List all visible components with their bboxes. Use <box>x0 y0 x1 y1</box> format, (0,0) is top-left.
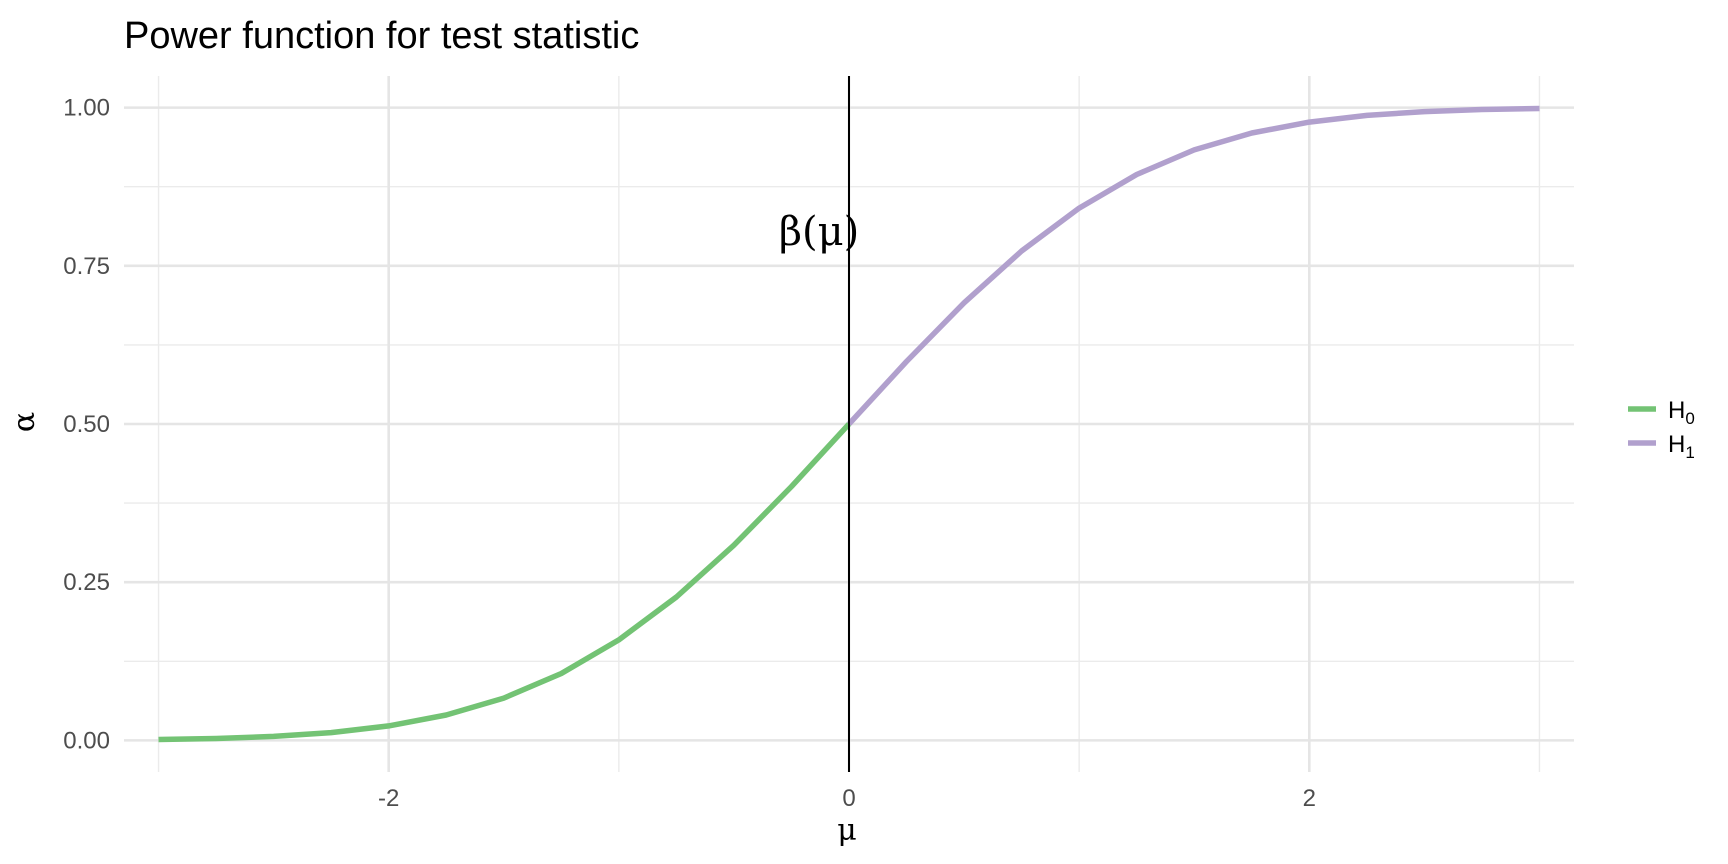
y-tick-label: 0.75 <box>63 253 110 280</box>
y-tick-label: 0.50 <box>63 411 110 438</box>
x-axis-label: μ <box>837 813 857 848</box>
y-tick-label: 0.00 <box>63 727 110 754</box>
series-line-h1 <box>846 105 1540 426</box>
chart-title: Power function for test statistic <box>124 15 639 57</box>
legend-item-h0: H0 <box>1628 397 1695 428</box>
x-tick-label: 0 <box>842 785 855 812</box>
y-axis-label: α <box>7 412 42 432</box>
y-tick-labels: 0.00 0.25 0.50 0.75 1.00 <box>63 95 110 755</box>
x-tick-label: 2 <box>1303 785 1316 812</box>
legend-item-h1: H1 <box>1628 431 1695 462</box>
beta-mu-annotation: β(μ) <box>779 209 859 255</box>
series-line-h0 <box>158 422 852 743</box>
legend-label-h1: H1 <box>1668 431 1695 462</box>
x-tick-labels: -2 0 2 <box>378 785 1316 812</box>
y-tick-label: 1.00 <box>63 95 110 122</box>
series-lines <box>158 105 1540 743</box>
y-tick-label: 0.25 <box>63 569 110 596</box>
x-tick-label: -2 <box>378 785 399 812</box>
legend-label-h0: H0 <box>1668 397 1695 428</box>
